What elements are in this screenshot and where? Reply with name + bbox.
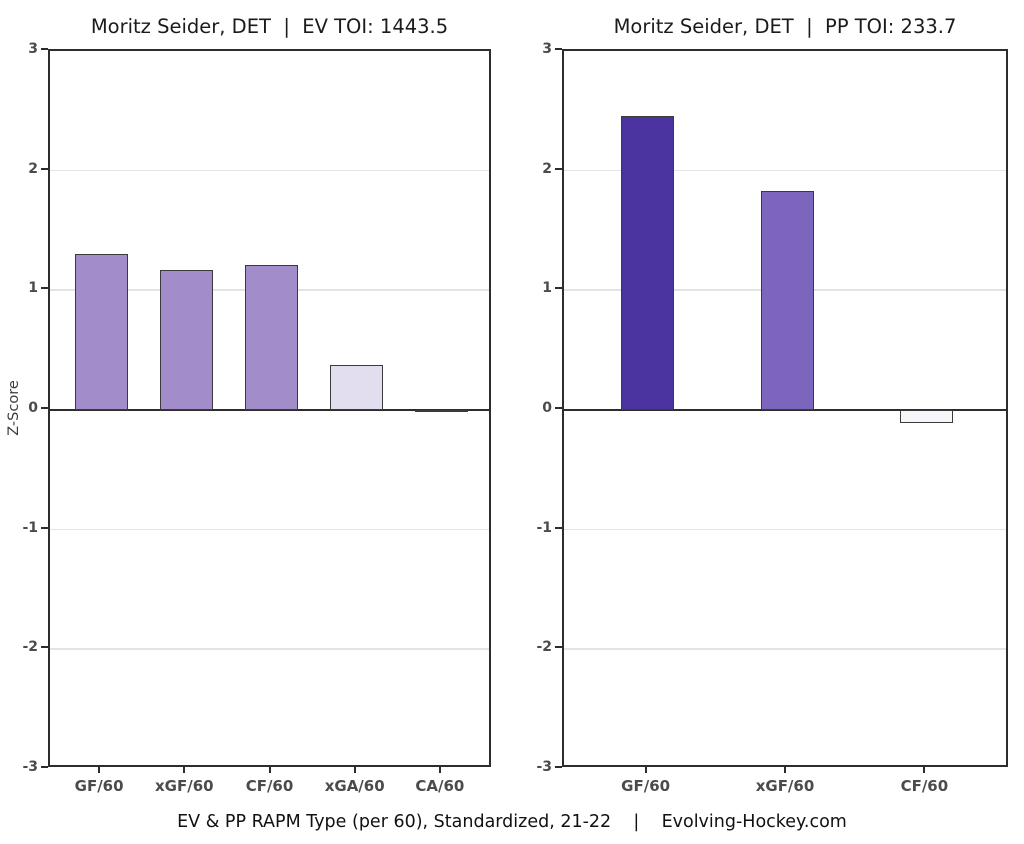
y-tick-mark [41, 167, 48, 170]
plot-area-ev [48, 49, 491, 767]
x-tick-label: GF/60 [74, 777, 124, 795]
x-tick-label: CA/60 [415, 777, 465, 795]
gridline [564, 648, 1006, 650]
bar-gf-60 [74, 254, 128, 410]
y-tick-mark [555, 407, 562, 409]
y-tick-mark [41, 48, 48, 50]
bar-ca-60 [415, 410, 469, 413]
y-tick-mark [555, 287, 562, 290]
x-tick-mark [268, 767, 271, 773]
y-tick-label: 2 [542, 160, 552, 177]
x-tick-mark [98, 767, 101, 773]
gridline [564, 169, 1006, 172]
y-tick-label: -1 [22, 519, 38, 536]
x-tick-label: GF/60 [621, 777, 671, 795]
bar-gf-60 [621, 115, 675, 410]
y-tick-label: 2 [28, 160, 38, 177]
x-tick-label: CF/60 [245, 777, 294, 795]
y-tick-label: -3 [536, 759, 552, 775]
y-tick-label: -2 [22, 639, 38, 656]
x-tick-label: CF/60 [900, 777, 949, 795]
bar-cf-60 [245, 265, 298, 410]
gridline [50, 648, 489, 650]
plot-area-pp [562, 49, 1008, 767]
y-tick-label: 3 [28, 41, 38, 57]
gridline [50, 169, 489, 172]
figure-caption: EV & PP RAPM Type (per 60), Standardized… [177, 812, 847, 832]
x-tick-mark [784, 767, 786, 773]
x-tick-mark [644, 767, 647, 773]
bar-xga-60 [330, 364, 384, 410]
y-tick-mark [41, 526, 48, 529]
bar-cf-60 [899, 410, 953, 424]
x-tick-mark [438, 767, 441, 773]
zero-line [564, 409, 1006, 411]
chart-title-pp: Moritz Seider, DET | PP TOI: 233.7 [613, 15, 957, 38]
x-tick-mark [353, 767, 356, 773]
x-tick-mark [923, 767, 926, 773]
y-tick-label: -1 [536, 519, 552, 536]
x-tick-mark [183, 767, 186, 773]
y-tick-mark [41, 407, 48, 409]
y-tick-mark [555, 167, 562, 170]
bar-xgf-60 [760, 191, 814, 410]
y-tick-mark [41, 287, 48, 290]
x-tick-label: xGA/60 [324, 777, 385, 795]
zero-line [50, 409, 489, 411]
y-tick-mark [555, 646, 562, 649]
y-tick-mark [41, 646, 48, 649]
y-tick-label: -3 [22, 759, 38, 775]
y-tick-mark [41, 766, 48, 768]
chart-title-ev: Moritz Seider, DET | EV TOI: 1443.5 [90, 15, 449, 38]
y-tick-mark [555, 766, 562, 768]
y-tick-label: -2 [536, 639, 552, 656]
y-tick-mark [555, 526, 562, 529]
y-tick-label: 1 [542, 280, 552, 297]
y-tick-mark [555, 48, 562, 50]
y-tick-label: 3 [542, 41, 552, 57]
gridline [564, 528, 1006, 531]
x-tick-label: xGF/60 [155, 777, 214, 795]
bar-xgf-60 [159, 269, 213, 410]
gridline [50, 528, 489, 531]
y-tick-label: 0 [28, 400, 38, 416]
x-tick-label: xGF/60 [755, 777, 815, 795]
y-tick-label: 1 [28, 280, 38, 297]
y-tick-label: 0 [542, 400, 552, 416]
